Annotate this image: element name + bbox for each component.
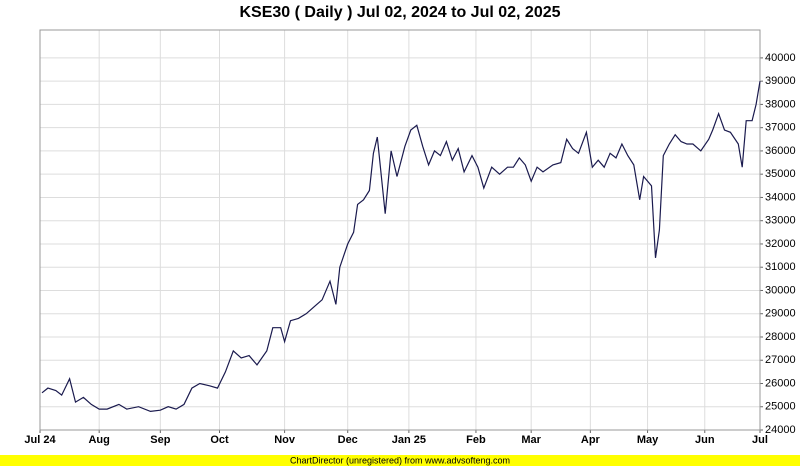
plot-area (39, 29, 761, 431)
y-tick-label: 39000 (765, 75, 796, 87)
x-tick-label: Oct (210, 434, 229, 446)
y-tick-label: 34000 (765, 191, 796, 203)
x-tick-label: Jan 25 (392, 434, 426, 446)
y-tick-label: 32000 (765, 238, 796, 250)
y-tick-label: 26000 (765, 377, 796, 389)
x-tick-label: Feb (466, 434, 486, 446)
y-tick-label: 33000 (765, 215, 796, 227)
x-tick-label: Jul 24 (24, 434, 56, 446)
x-tick-label: Mar (521, 434, 541, 446)
y-tick-label: 35000 (765, 168, 796, 180)
x-tick-label: Aug (88, 434, 109, 446)
x-tick-label: May (637, 434, 659, 446)
y-tick-label: 27000 (765, 354, 796, 366)
y-tick-label: 38000 (765, 98, 796, 110)
x-tick-label: Jul (752, 434, 768, 446)
x-tick-label: Sep (150, 434, 170, 446)
x-tick-label: Apr (581, 434, 601, 446)
y-tick-label: 24000 (765, 424, 796, 436)
plot-border (39, 29, 761, 431)
price-line (41, 81, 761, 413)
y-tick-label: 36000 (765, 145, 796, 157)
footer: ChartDirector (unregistered) from www.ad… (290, 455, 510, 465)
footer-bar (0, 455, 800, 466)
y-tick-label: 30000 (765, 284, 796, 296)
x-tick-label: Nov (274, 434, 296, 446)
y-tick-label: 40000 (765, 52, 796, 64)
y-tick-label: 37000 (765, 122, 796, 134)
chart-title: KSE30 ( Daily ) Jul 02, 2024 to Jul 02, … (239, 4, 560, 21)
y-tick-label: 28000 (765, 331, 796, 343)
y-tick-label: 25000 (765, 401, 796, 413)
y-tick-label: 29000 (765, 308, 796, 320)
x-tick-label: Jun (695, 434, 715, 446)
x-tick-label: Dec (338, 434, 358, 446)
y-tick-label: 31000 (765, 261, 796, 273)
